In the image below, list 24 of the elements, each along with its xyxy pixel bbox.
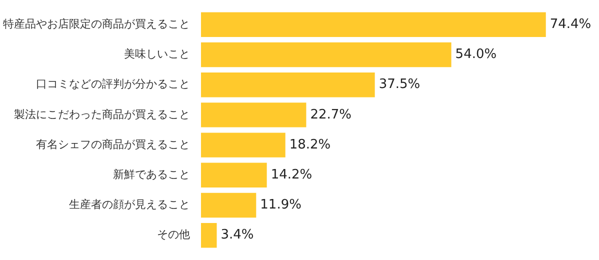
y-tick-label: 美味しいこと: [124, 48, 190, 61]
data-label: 74.4%: [550, 17, 592, 32]
data-label: 54.0%: [455, 47, 497, 62]
bar: [201, 42, 452, 68]
y-tick-label: 製法にこだわった商品が買えること: [14, 108, 190, 121]
y-tick-label: 生産者の顔が見えること: [69, 198, 190, 212]
data-label: 14.2%: [270, 168, 312, 183]
bar: [201, 192, 256, 218]
bar: [201, 132, 286, 158]
y-tick-label: 特産品やお店限定の商品が買えること: [3, 18, 190, 31]
data-label: 3.4%: [220, 228, 254, 243]
y-tick-label: その他: [157, 228, 190, 242]
bar: [201, 223, 217, 248]
y-tick-label: 新鮮であること: [113, 168, 190, 182]
data-label: 11.9%: [260, 198, 302, 213]
data-label: 22.7%: [310, 107, 352, 122]
data-label: 37.5%: [378, 77, 420, 92]
y-tick-label: 有名シェフの商品が買えること: [36, 138, 190, 151]
data-label: 18.2%: [289, 137, 331, 152]
bar: [201, 12, 546, 37]
bar: [201, 102, 306, 128]
y-tick-label: 口コミなどの評判が分かること: [36, 78, 190, 91]
bar: [201, 72, 375, 98]
bar: [201, 162, 267, 188]
